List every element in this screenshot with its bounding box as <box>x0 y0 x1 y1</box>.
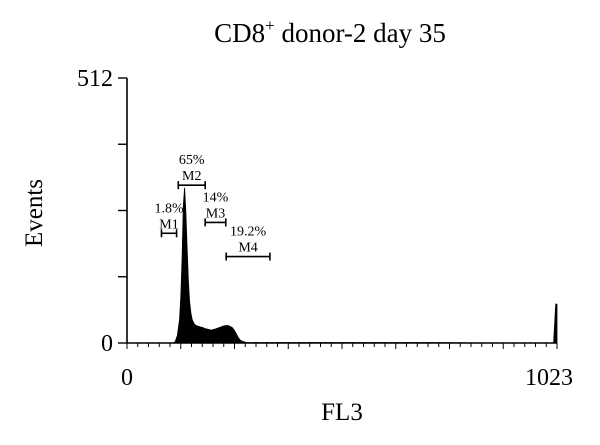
gate-percent-label: 1.8% <box>154 201 184 216</box>
gate-name-label: M1 <box>159 217 178 232</box>
axes: 0 512 0 1023 <box>77 66 573 391</box>
gate-percent-label: 19.2% <box>230 225 267 240</box>
y-tick-label: 512 <box>77 66 113 92</box>
x-axis-label: FL3 <box>321 399 363 426</box>
x-tick-label: 1023 <box>525 365 573 391</box>
gate-name-label: M4 <box>238 241 257 256</box>
chart-title-prefix: CD8 <box>214 18 266 48</box>
chart-title: CD8+ donor-2 day 35 <box>0 17 600 48</box>
histogram-area <box>172 187 558 344</box>
gate-marker-m1: M11.8% <box>154 201 184 238</box>
y-tick-label: 0 <box>101 331 113 357</box>
gate-percent-label: 14% <box>203 190 229 205</box>
gate-percent-label: 65% <box>179 153 205 168</box>
plot-marks <box>172 187 558 344</box>
y-axis-label: Events <box>21 179 48 247</box>
chart-title-suffix: donor-2 day 35 <box>274 18 446 48</box>
x-tick-label: 0 <box>121 365 133 391</box>
gate-name-label: M2 <box>182 169 201 184</box>
gate-name-label: M3 <box>206 206 225 221</box>
chart-title-superscript: + <box>265 16 275 35</box>
